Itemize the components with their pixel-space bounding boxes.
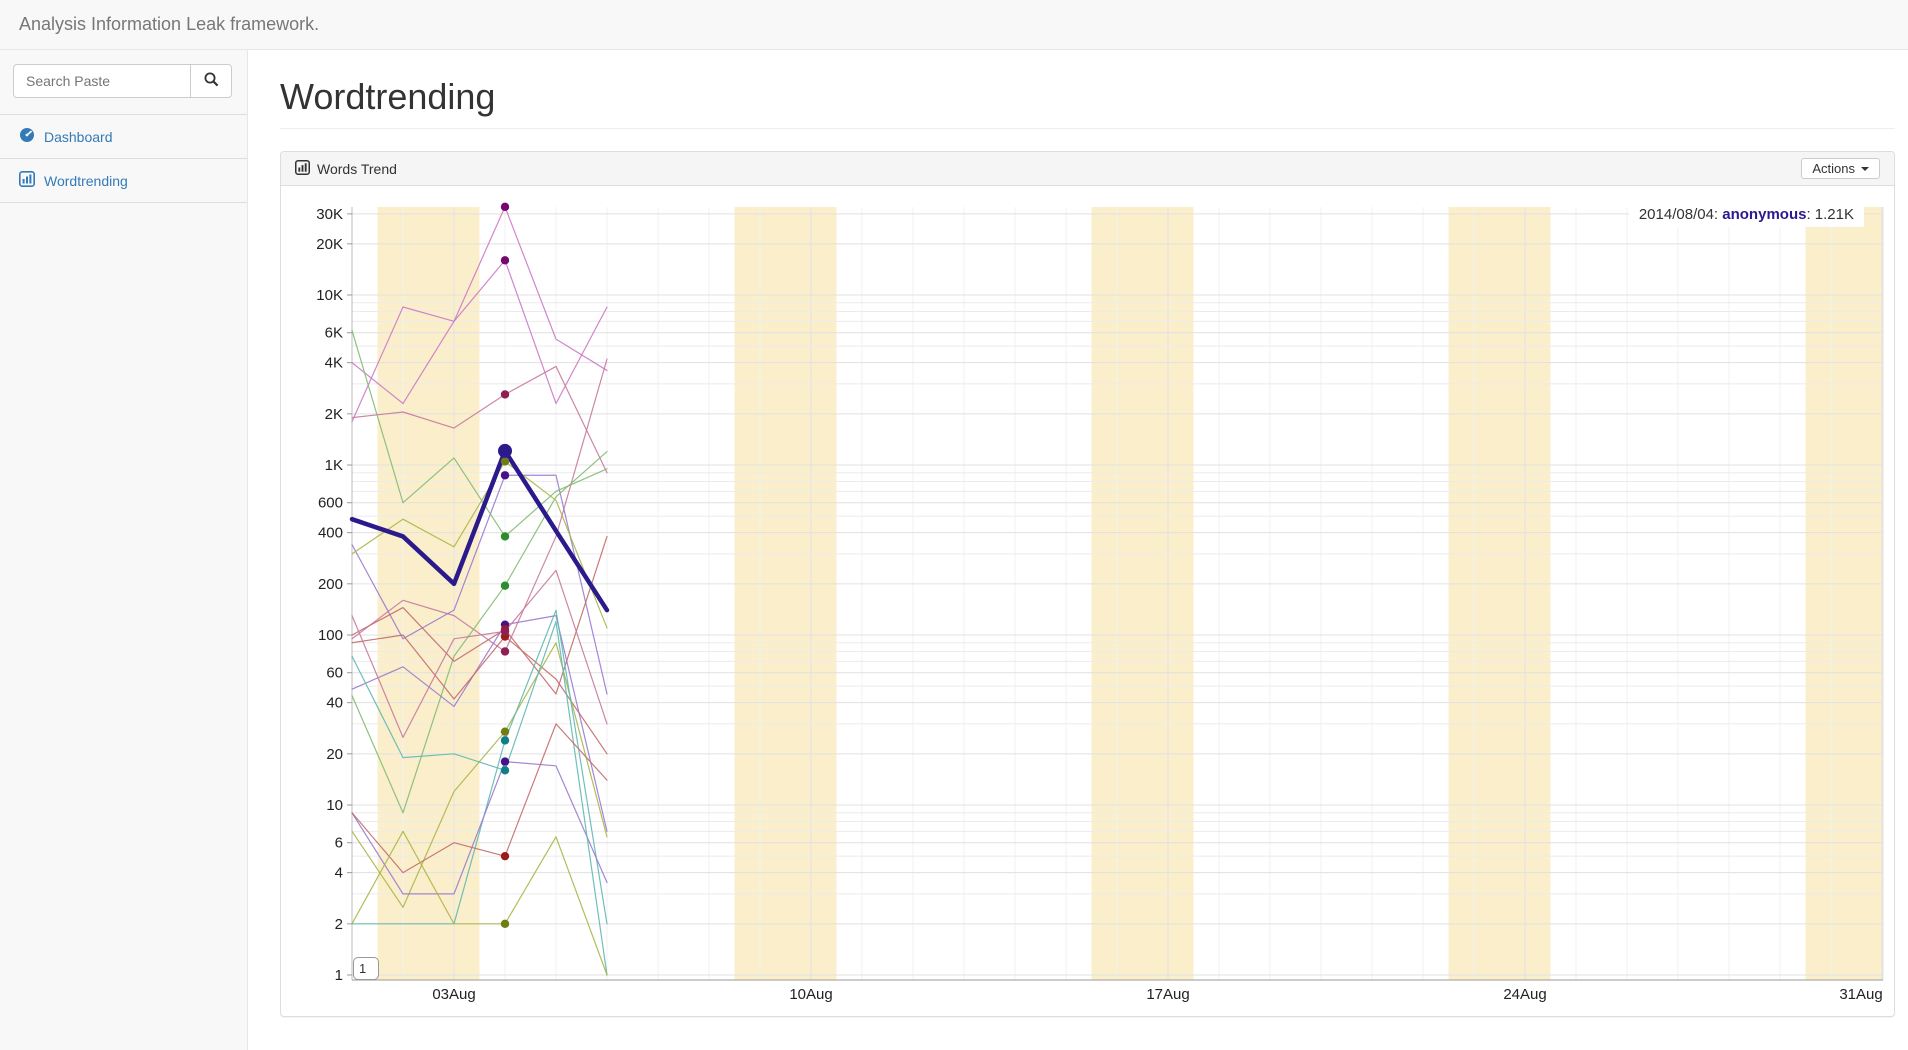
sidebar: Dashboard Wordtrending	[0, 50, 248, 1050]
chart-tooltip: 2014/08/04: anonymous: 1.21K	[1628, 204, 1864, 227]
panel-title: Words Trend	[295, 159, 397, 178]
dot-word-rose-2	[500, 647, 510, 656]
svg-text:6K: 6K	[325, 325, 343, 342]
dot-word-orchid-1	[500, 202, 510, 212]
search-button[interactable]	[190, 64, 232, 98]
svg-text:4: 4	[335, 865, 343, 882]
series-word-orchid-2	[351, 259, 608, 405]
svg-text:400: 400	[318, 525, 343, 542]
panel-header: Words Trend Actions	[281, 152, 1894, 186]
series-word-teal-1	[351, 609, 608, 925]
actions-label: Actions	[1812, 161, 1855, 176]
horizontal-gridlines	[352, 213, 1883, 976]
dot-word-green-2	[500, 581, 510, 590]
svg-text:30K: 30K	[316, 206, 343, 223]
series-word-rose-3	[351, 569, 608, 738]
search-input[interactable]	[13, 64, 190, 98]
svg-text:20K: 20K	[316, 236, 343, 253]
svg-text:31Aug: 31Aug	[1839, 986, 1882, 1003]
tooltip-series-name: anonymous	[1722, 206, 1807, 223]
series-word-olive-3	[351, 830, 608, 976]
series-word-green-1	[351, 329, 608, 538]
series-word-red-2	[351, 634, 608, 755]
series-word-red-3	[351, 723, 608, 874]
bar-chart-icon	[19, 171, 35, 190]
svg-text:10Aug: 10Aug	[789, 986, 832, 1003]
series-word-orchid-1	[351, 206, 608, 423]
bar-chart-icon	[295, 159, 310, 178]
series-word-rose-2	[351, 358, 608, 653]
svg-text:10K: 10K	[316, 287, 343, 304]
svg-text:60: 60	[326, 665, 343, 682]
svg-text:17Aug: 17Aug	[1146, 986, 1189, 1003]
svg-text:4K: 4K	[325, 355, 343, 372]
svg-text:100: 100	[318, 627, 343, 644]
dot-word-purple-3	[500, 757, 510, 766]
series-word-purple-2	[351, 615, 608, 832]
words-trend-panel: Words Trend Actions 30K 20K 10K 6K 4K 2K 1K 600…	[280, 151, 1895, 1017]
x-axis-labels: 03Aug 10Aug 17Aug 24Aug 31Aug	[432, 986, 1882, 1003]
chart-focus-input[interactable]	[353, 957, 379, 980]
page-title: Wordtrending	[280, 76, 1895, 129]
svg-text:1: 1	[335, 967, 343, 984]
panel-title-text: Words Trend	[317, 160, 397, 177]
dot-word-olive-2	[500, 727, 510, 736]
dot-word-olive-1	[500, 457, 510, 466]
series-word-purple-3	[351, 761, 608, 895]
svg-text:600: 600	[318, 495, 343, 512]
search-icon	[204, 72, 219, 90]
series-word-teal-2	[351, 620, 608, 976]
svg-text:1K: 1K	[325, 457, 343, 474]
dot-word-red-3	[500, 851, 510, 861]
svg-text:24Aug: 24Aug	[1503, 986, 1546, 1003]
sidebar-item-wordtrending[interactable]: Wordtrending	[0, 158, 247, 203]
main-content: Wordtrending Words Trend Actions 30K 20K 1…	[248, 76, 1908, 1017]
words-trend-chart[interactable]: 30K 20K 10K 6K 4K 2K 1K 600 400 200 100 60 40 20 10 6 4 2…	[281, 186, 1894, 1016]
dot-word-teal-1	[500, 736, 510, 745]
dot-word-green-1	[500, 532, 510, 541]
tooltip-date: 2014/08/04:	[1638, 206, 1723, 223]
dot-word-rose-3	[500, 627, 510, 636]
sidebar-item-label: Dashboard	[44, 128, 113, 145]
sidebar-item-label: Wordtrending	[44, 172, 128, 189]
svg-text:10: 10	[326, 797, 343, 814]
y-axis-labels: 30K 20K 10K 6K 4K 2K 1K 600 400 200 100 60 40 20 10 6 4 2…	[316, 206, 352, 984]
dot-anonymous	[498, 443, 512, 458]
weekend-bands	[377, 207, 1882, 980]
chevron-down-icon	[1861, 166, 1869, 171]
chart-area: 30K 20K 10K 6K 4K 2K 1K 600 400 200 100 60 40 20 10 6 4 2…	[281, 186, 1894, 1016]
svg-text:2: 2	[335, 916, 343, 933]
dot-word-purple-1	[500, 471, 510, 480]
app-brand: Analysis Information Leak framework.	[19, 14, 320, 34]
top-navbar: Analysis Information Leak framework.	[0, 0, 1908, 50]
svg-text:6: 6	[335, 835, 343, 852]
svg-text:03Aug: 03Aug	[432, 986, 475, 1003]
svg-text:40: 40	[326, 695, 343, 712]
svg-text:2K: 2K	[325, 406, 343, 423]
vertical-gridlines	[351, 207, 1883, 980]
svg-text:20: 20	[326, 746, 343, 763]
dashboard-icon	[19, 127, 35, 146]
tooltip-value: : 1.21K	[1806, 206, 1854, 223]
actions-dropdown-button[interactable]: Actions	[1801, 158, 1880, 179]
dot-word-orchid-2	[500, 256, 510, 265]
series-lines	[349, 206, 610, 976]
svg-text:200: 200	[318, 576, 343, 593]
series-word-rose-1	[351, 365, 608, 474]
series-word-green-2	[351, 450, 608, 814]
series-word-red-1	[351, 535, 608, 695]
dot-word-teal-2	[500, 766, 510, 775]
series-dots	[498, 202, 512, 929]
dot-word-rose-1	[500, 390, 510, 399]
series-word-olive-1	[351, 460, 608, 629]
paste-search-group	[13, 64, 232, 98]
dot-word-olive-3	[500, 919, 510, 929]
sidebar-item-dashboard[interactable]: Dashboard	[0, 114, 247, 158]
series-anonymous	[349, 448, 610, 613]
series-word-purple-1	[351, 474, 608, 695]
